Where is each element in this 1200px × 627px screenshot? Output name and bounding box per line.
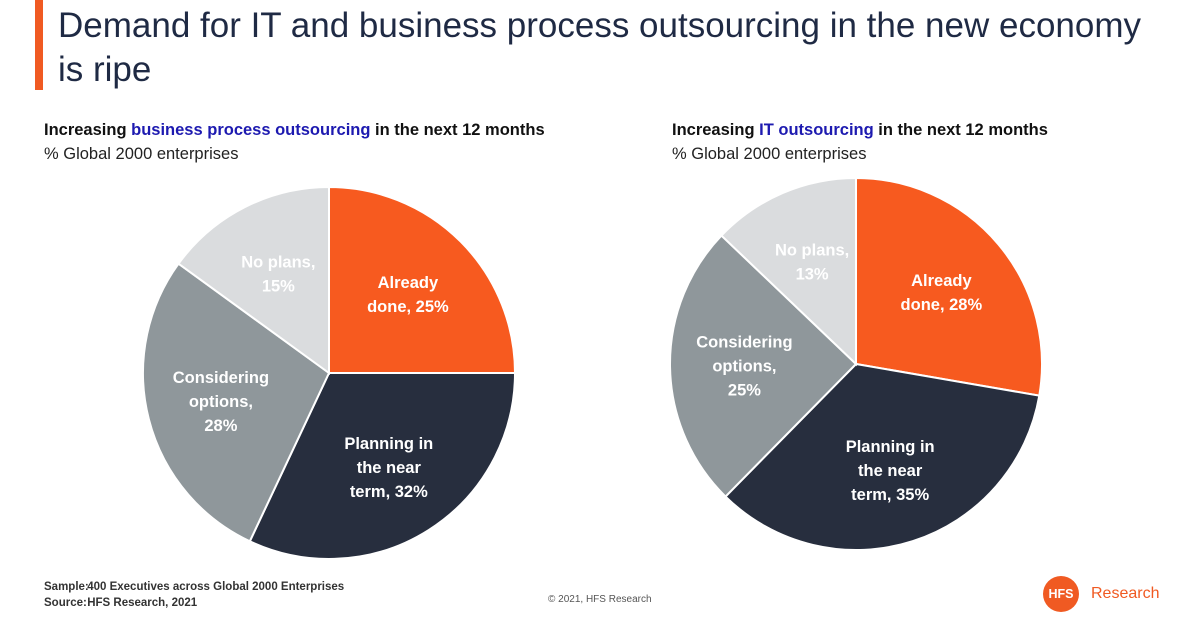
pie-slice-already-done — [328, 185, 517, 374]
pie-label-line: Already — [378, 274, 439, 292]
it-pie-chart: Already done, 28% Planning in the near term,… — [669, 176, 1043, 551]
pie-label-considering: Considering options, 28% — [173, 369, 269, 435]
pie-label-line: the near — [357, 459, 422, 477]
bpo-pie-chart: Already done, 25% Planning in the near term,… — [142, 185, 517, 560]
logo-mark: HFS — [1043, 576, 1079, 612]
pie-slice-already-done — [855, 176, 1043, 397]
pie-label-line: options, — [712, 358, 776, 376]
pie-label-line: Considering — [173, 369, 269, 387]
pie-label-line: 28% — [204, 417, 237, 435]
pie-label-line: term, 32% — [350, 483, 428, 501]
source-note: Source: HFS Research, 2021 — [44, 596, 344, 612]
pie-slice-considering — [142, 262, 331, 543]
pie-label-considering: Considering options, 25% — [696, 334, 792, 400]
pie-label-line: 15% — [262, 278, 295, 296]
pie-label-line: done, 25% — [367, 298, 449, 316]
pie-label-no-plans: No plans, 15% — [241, 254, 315, 296]
subtitle-highlight: IT outsourcing — [759, 121, 874, 139]
pie-label-line: options, — [189, 393, 253, 411]
pie-label-line: term, 35% — [851, 486, 929, 504]
subtitle-suffix: in the next 12 months — [873, 121, 1048, 139]
pie-label-already-done: Already done, 25% — [367, 274, 449, 316]
pie-label-line: Already — [911, 272, 972, 290]
pie-slice-considering — [669, 234, 858, 498]
pie-label-line: Planning in — [344, 435, 433, 453]
accent-bar — [35, 0, 43, 90]
pie-slice-planning — [248, 372, 517, 560]
sample-value: 400 Executives across Global 2000 Enterp… — [87, 581, 345, 593]
subtitle-suffix: in the next 12 months — [370, 121, 545, 139]
pie-slice-planning — [724, 362, 1041, 551]
pie-label-already-done: Already done, 28% — [901, 272, 983, 314]
pie-label-no-plans: No plans, 13% — [775, 241, 849, 283]
chart-unit: % Global 2000 enterprises — [672, 145, 867, 163]
page-title: Demand for IT and business process outso… — [58, 6, 1142, 89]
subtitle-highlight: business process outsourcing — [131, 121, 371, 139]
sample-note: Sample: 400 Executives across Global 200… — [44, 580, 344, 596]
pie-label-line: done, 28% — [901, 296, 983, 314]
pie-slice-no-plans — [177, 185, 330, 375]
pie-label-line: No plans, — [241, 254, 315, 272]
pie-label-line: 13% — [796, 265, 829, 283]
chart-unit: % Global 2000 enterprises — [44, 145, 239, 163]
logo-text: Research — [1091, 585, 1160, 602]
pie-slice-no-plans — [720, 176, 857, 367]
subtitle-prefix: Increasing — [44, 121, 132, 139]
pie-label-line: No plans, — [775, 241, 849, 259]
chart-header-bpo: Increasing business process outsourcing … — [44, 118, 545, 166]
chart-subtitle: Increasing IT outsourcing in the next 12… — [672, 118, 1048, 142]
pie-label-line: the near — [858, 462, 923, 480]
copyright: © 2021, HFS Research — [548, 594, 652, 605]
pie-label-line: 25% — [728, 382, 761, 400]
source-key: Source: — [44, 596, 87, 609]
pie-label-line: Considering — [696, 334, 792, 352]
hfs-logo: HFS Research — [1043, 576, 1159, 612]
pie-label-planning: Planning in the near term, 35% — [846, 438, 935, 504]
pie-label-planning: Planning in the near term, 32% — [344, 435, 433, 501]
chart-header-it: Increasing IT outsourcing in the next 12… — [672, 118, 1048, 166]
chart-subtitle: Increasing business process outsourcing … — [44, 118, 545, 142]
subtitle-prefix: Increasing — [672, 121, 760, 139]
source-value: HFS Research, 2021 — [87, 596, 198, 609]
footer-notes: Sample: 400 Executives across Global 200… — [44, 580, 344, 611]
sample-key: Sample: — [44, 581, 89, 593]
pie-label-line: Planning in — [846, 438, 935, 456]
